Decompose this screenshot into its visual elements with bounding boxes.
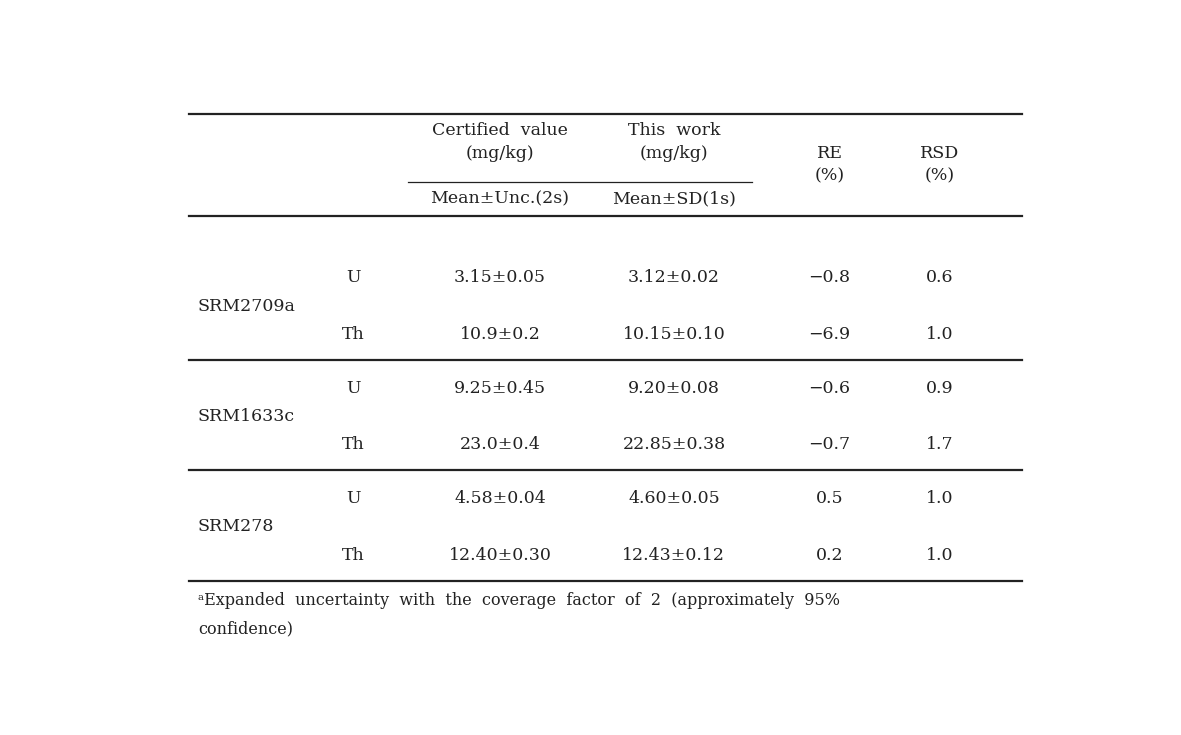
Text: 4.58±0.04: 4.58±0.04 xyxy=(455,490,546,507)
Text: 0.6: 0.6 xyxy=(926,269,953,287)
Text: 3.12±0.02: 3.12±0.02 xyxy=(628,269,720,287)
Text: 10.9±0.2: 10.9±0.2 xyxy=(459,326,541,343)
Text: ᵃExpanded  uncertainty  with  the  coverage  factor  of  2  (approximately  95%: ᵃExpanded uncertainty with the coverage … xyxy=(198,592,840,609)
Text: 0.2: 0.2 xyxy=(816,547,843,564)
Text: U: U xyxy=(346,269,361,287)
Text: 12.40±0.30: 12.40±0.30 xyxy=(449,547,552,564)
Text: SRM2709a: SRM2709a xyxy=(198,298,295,315)
Text: confidence): confidence) xyxy=(198,620,293,637)
Text: RSD
(%): RSD (%) xyxy=(920,145,959,184)
Text: 9.25±0.45: 9.25±0.45 xyxy=(454,380,546,397)
Text: Mean±SD(1s): Mean±SD(1s) xyxy=(612,190,736,207)
Text: 3.15±0.05: 3.15±0.05 xyxy=(454,269,546,287)
Text: 1.0: 1.0 xyxy=(926,547,953,564)
Text: 1.0: 1.0 xyxy=(926,326,953,343)
Text: U: U xyxy=(346,490,361,507)
Text: 0.9: 0.9 xyxy=(926,380,953,397)
Text: Th: Th xyxy=(342,437,365,453)
Text: SRM1633c: SRM1633c xyxy=(198,408,295,425)
Text: 10.15±0.10: 10.15±0.10 xyxy=(622,326,725,343)
Text: 22.85±0.38: 22.85±0.38 xyxy=(622,437,725,453)
Text: 0.5: 0.5 xyxy=(816,490,843,507)
Text: U: U xyxy=(346,380,361,397)
Text: 9.20±0.08: 9.20±0.08 xyxy=(628,380,720,397)
Text: 1.7: 1.7 xyxy=(926,437,953,453)
Text: −0.8: −0.8 xyxy=(809,269,850,287)
Text: Mean±Unc.(2s): Mean±Unc.(2s) xyxy=(431,190,569,207)
Text: 1.0: 1.0 xyxy=(926,490,953,507)
Text: −6.9: −6.9 xyxy=(809,326,850,343)
Text: This  work
(mg/kg): This work (mg/kg) xyxy=(627,122,720,162)
Text: 4.60±0.05: 4.60±0.05 xyxy=(628,490,719,507)
Text: 23.0±0.4: 23.0±0.4 xyxy=(459,437,541,453)
Text: −0.7: −0.7 xyxy=(809,437,850,453)
Text: Th: Th xyxy=(342,547,365,564)
Text: Th: Th xyxy=(342,326,365,343)
Text: RE
(%): RE (%) xyxy=(815,145,844,184)
Text: −0.6: −0.6 xyxy=(809,380,850,397)
Text: 12.43±0.12: 12.43±0.12 xyxy=(622,547,725,564)
Text: SRM278: SRM278 xyxy=(198,518,274,535)
Text: Certified  value
(mg/kg): Certified value (mg/kg) xyxy=(432,122,568,162)
